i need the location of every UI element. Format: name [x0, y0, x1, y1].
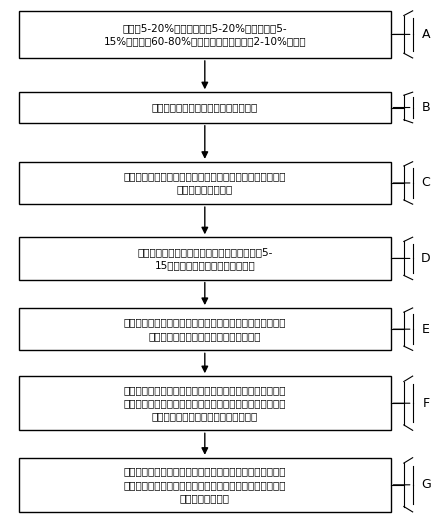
FancyBboxPatch shape	[19, 11, 391, 58]
FancyBboxPatch shape	[19, 308, 391, 350]
Text: 把得到的分子筛蜂窝体放入马弗炉中焚烧以去除蜂窝体中含
有的有机物质，分子筛蜂窝体强度得到加强，得到只含无机
物的分子筛蜂窝体: 把得到的分子筛蜂窝体放入马弗炉中焚烧以去除蜂窝体中含 有的有机物质，分子筛蜂窝体…	[124, 467, 286, 503]
FancyBboxPatch shape	[19, 458, 391, 512]
Text: 将平面型分子筛纸板或瓦楞状分子筛纸板浸入硅溶胶或铝溶
胶中，然后把平面型分子筛纸板和瓦楞状分子筛纸板交替叠
加或卷成蜂窝结构，得到分子筛蜂窝体: 将平面型分子筛纸板或瓦楞状分子筛纸板浸入硅溶胶或铝溶 胶中，然后把平面型分子筛纸…	[124, 385, 286, 422]
Text: 缓慢搅拌疏解后的悬浮液，并加入聚二甲基二烯丙基氯化铵
，等待絮凝现象出现: 缓慢搅拌疏解后的悬浮液，并加入聚二甲基二烯丙基氯化铵 ，等待絮凝现象出现	[124, 172, 286, 194]
Text: A: A	[422, 28, 430, 41]
Text: 将抄成的湿纸板分别压成平面型和瓦楞状，进行烘干，得到
平面型的分子筛纸板和瓦楞状分子筛纸板: 将抄成的湿纸板分别压成平面型和瓦楞状，进行烘干，得到 平面型的分子筛纸板和瓦楞状…	[124, 318, 286, 341]
Text: C: C	[421, 176, 430, 190]
FancyBboxPatch shape	[19, 92, 391, 123]
Text: 絮凝后，加入阴离子聚丙烯酰胺，并继续搅拌5-
15分钟，根据标准抄纸法抄成纸板: 絮凝后，加入阴离子聚丙烯酰胺，并继续搅拌5- 15分钟，根据标准抄纸法抄成纸板	[137, 247, 272, 270]
Text: 利用纤维疏解机对悬浮液进行疏解分离: 利用纤维疏解机对悬浮液进行疏解分离	[152, 102, 258, 113]
FancyBboxPatch shape	[19, 162, 391, 204]
Text: E: E	[422, 323, 430, 336]
FancyBboxPatch shape	[19, 237, 391, 280]
Text: B: B	[421, 101, 430, 114]
Text: G: G	[421, 478, 431, 491]
Text: F: F	[422, 397, 429, 410]
Text: D: D	[421, 252, 431, 265]
Text: 用水将5-20%的陶瓷纤维、5-20%的粘结剂、5-
15%的纸浆和60-80%的沸石分子筛调成浓度2-10%悬浮液: 用水将5-20%的陶瓷纤维、5-20%的粘结剂、5- 15%的纸浆和60-80%…	[104, 23, 306, 46]
FancyBboxPatch shape	[19, 376, 391, 430]
